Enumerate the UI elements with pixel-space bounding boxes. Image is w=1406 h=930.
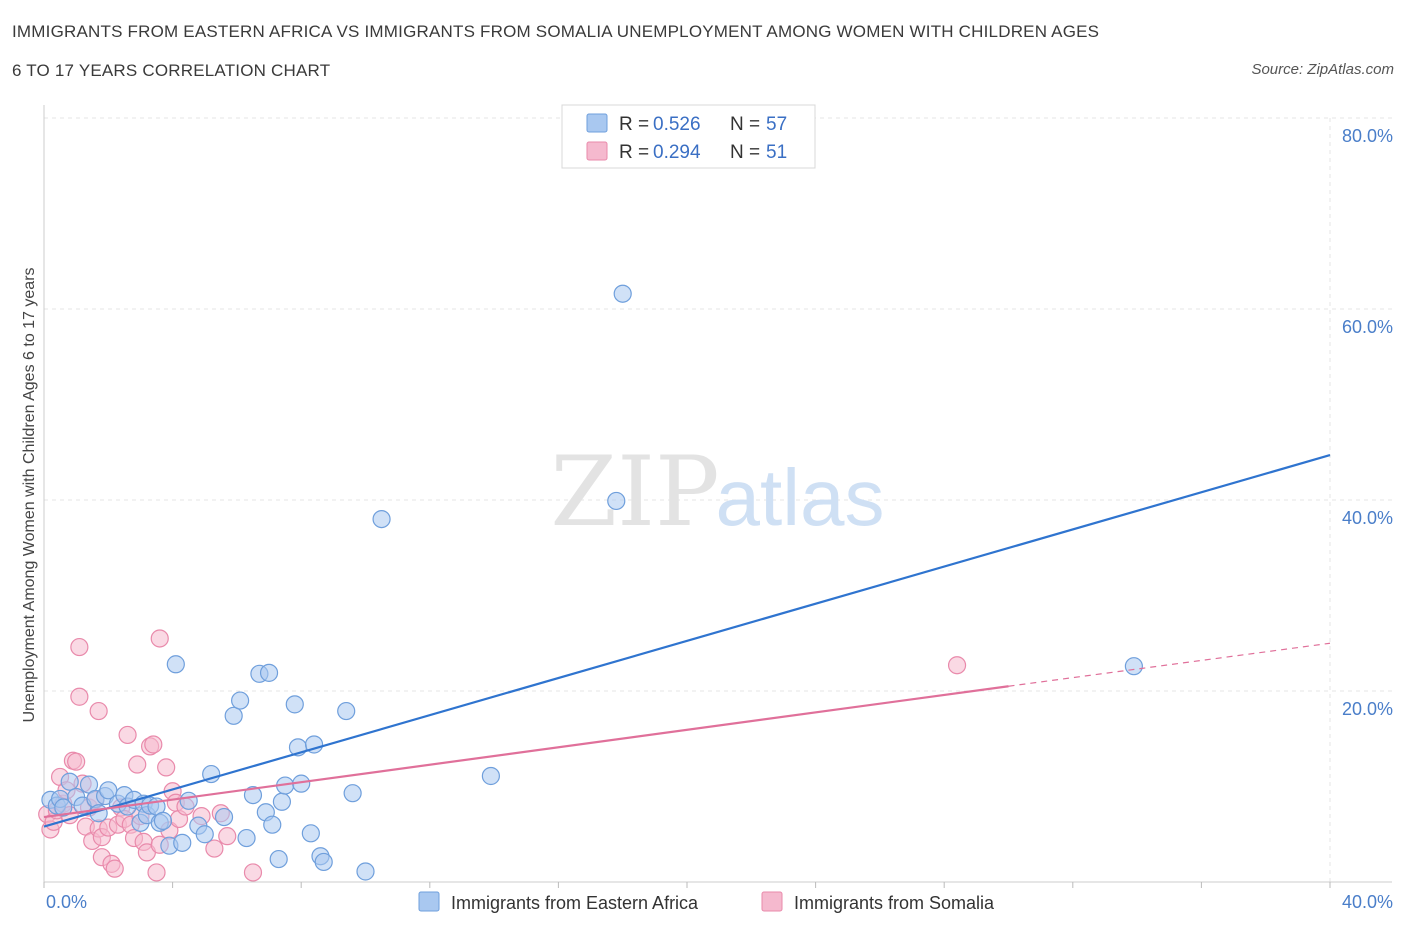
bottom-legend-label-eastern-africa: Immigrants from Eastern Africa — [451, 893, 699, 913]
data-point-eastern-africa — [613, 284, 632, 303]
series-eastern-africa-points — [41, 284, 1143, 881]
y-tick-label: 60.0% — [1342, 317, 1393, 337]
data-point-eastern-africa — [259, 663, 279, 682]
bottom-legend-label-somalia: Immigrants from Somalia — [794, 893, 995, 913]
data-point-eastern-africa — [60, 772, 79, 791]
legend-bottom: Immigrants from Eastern Africa Immigrant… — [418, 891, 995, 913]
tick-labels: 20.0% 40.0% 60.0% 80.0% 0.0% 40.0% — [46, 126, 1393, 912]
data-point-somalia — [157, 758, 176, 777]
data-point-eastern-africa — [272, 792, 292, 811]
data-point-somalia — [205, 839, 224, 858]
data-point-somalia — [947, 656, 967, 675]
data-point-eastern-africa — [231, 691, 250, 710]
data-point-eastern-africa — [263, 815, 282, 834]
legend-r-value-2: 0.294 — [653, 142, 701, 163]
data-point-eastern-africa — [237, 828, 256, 848]
axes — [43, 105, 1392, 888]
data-point-somalia — [218, 827, 237, 846]
data-point-eastern-africa — [179, 791, 198, 810]
trend-line-eastern-africa — [43, 454, 1331, 828]
chart-title-line2: 6 TO 17 YEARS CORRELATION CHART — [12, 61, 331, 80]
data-point-eastern-africa — [481, 766, 500, 786]
data-point-eastern-africa — [1124, 657, 1143, 676]
y-axis-label: Unemployment Among Women with Children A… — [21, 267, 38, 722]
y-tick-label: 40.0% — [1342, 508, 1393, 528]
legend-r-label-1: R = — [619, 114, 649, 135]
legend-r-value-1: 0.526 — [653, 114, 701, 135]
y-tick-label: 20.0% — [1342, 699, 1393, 719]
legend-n-label-1: N = — [730, 114, 760, 135]
legend-n-value-2: 51 — [766, 142, 787, 163]
legend-r-label-2: R = — [619, 142, 649, 163]
data-point-eastern-africa — [343, 784, 362, 803]
x-tick-label-min: 0.0% — [46, 892, 87, 912]
trend-line-somalia — [43, 685, 1009, 819]
watermark-atlas: atlas — [716, 453, 885, 542]
data-point-somalia — [118, 725, 137, 745]
legend-n-value-1: 57 — [766, 114, 787, 135]
data-point-somalia — [147, 863, 166, 882]
data-point-somalia — [89, 701, 108, 721]
watermark-zip: ZIP — [550, 436, 719, 548]
data-point-eastern-africa — [285, 695, 304, 714]
data-point-eastern-africa — [214, 807, 234, 827]
data-point-somalia — [105, 859, 124, 878]
x-tick-label-max: 40.0% — [1342, 892, 1393, 912]
data-point-eastern-africa — [173, 833, 192, 852]
data-point-eastern-africa — [202, 764, 221, 784]
data-point-eastern-africa — [195, 825, 214, 844]
data-point-eastern-africa — [301, 824, 320, 843]
watermark: ZIP atlas — [550, 436, 884, 548]
data-point-eastern-africa — [153, 811, 173, 830]
data-point-eastern-africa — [356, 862, 375, 881]
source-credit: Source: ZipAtlas.com — [1251, 61, 1394, 78]
chart-title-line1: IMMIGRANTS FROM EASTERN AFRICA VS IMMIGR… — [12, 22, 1100, 41]
data-point-eastern-africa — [166, 655, 185, 674]
data-point-eastern-africa — [314, 852, 333, 872]
data-point-somalia — [70, 687, 89, 706]
data-point-eastern-africa — [243, 785, 263, 805]
legend-swatch-blue — [586, 113, 608, 133]
bottom-legend-swatch-pink — [761, 891, 783, 912]
data-point-somalia — [67, 752, 86, 771]
data-point-eastern-africa — [607, 491, 626, 511]
data-point-somalia — [243, 863, 263, 882]
data-point-eastern-africa — [372, 509, 391, 529]
data-point-eastern-africa — [224, 706, 243, 725]
data-point-somalia — [70, 637, 89, 657]
y-tick-label: 80.0% — [1342, 126, 1393, 146]
legend-n-label-2: N = — [730, 142, 760, 163]
legend-swatch-pink — [586, 141, 608, 161]
data-point-somalia — [144, 735, 163, 754]
bottom-legend-swatch-blue — [418, 891, 440, 912]
legend-top: R = 0.526 N = 57 R = 0.294 N = 51 — [561, 104, 816, 169]
data-point-eastern-africa — [54, 798, 73, 817]
data-point-somalia — [150, 629, 169, 648]
data-point-somalia — [128, 755, 147, 774]
trend-line-somalia-extension — [1008, 642, 1331, 687]
trend-lines — [43, 454, 1331, 828]
data-point-eastern-africa — [269, 849, 288, 869]
data-point-eastern-africa — [337, 701, 356, 721]
